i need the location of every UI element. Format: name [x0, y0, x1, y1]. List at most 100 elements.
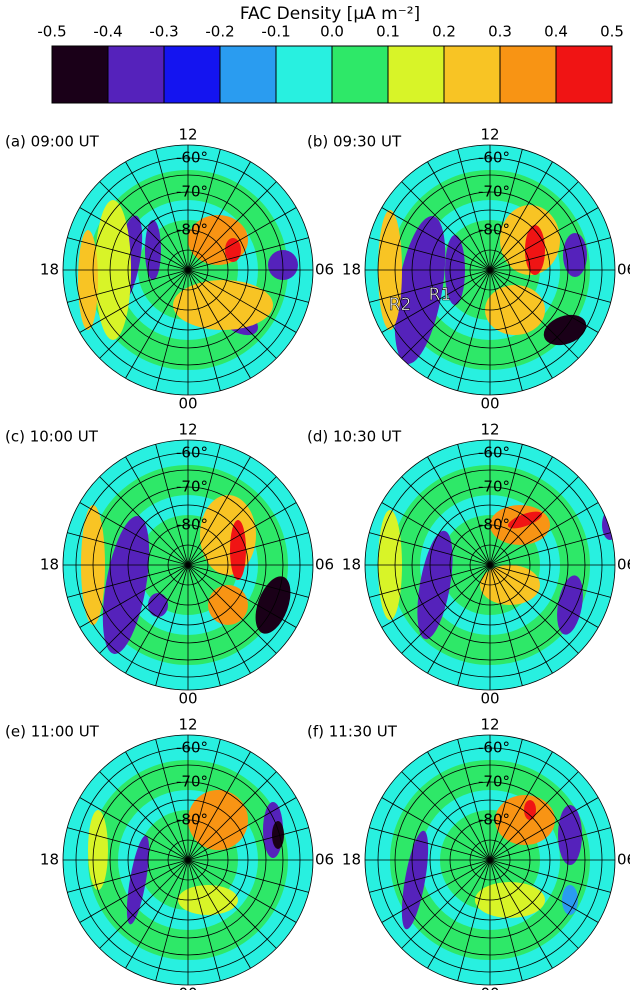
- mlt-label: 12: [178, 421, 197, 439]
- meridian: [67, 827, 189, 861]
- map-blob: [78, 230, 98, 330]
- meridian: [489, 771, 579, 861]
- meridian: [79, 207, 189, 271]
- latitude-circle: [449, 229, 531, 311]
- latitude-circle: [62, 734, 314, 986]
- meridian: [489, 502, 599, 566]
- latitude-label: -60°: [176, 739, 208, 757]
- meridian: [369, 859, 491, 893]
- meridian: [489, 532, 611, 566]
- meridian: [489, 739, 523, 861]
- meridian: [187, 859, 309, 893]
- latitude-label: -70°: [176, 773, 208, 791]
- mlt-label: 12: [480, 421, 499, 439]
- meridian: [187, 456, 251, 566]
- latitude-circle: [394, 174, 586, 366]
- meridian: [489, 476, 579, 566]
- meridian: [187, 476, 277, 566]
- meridian: [187, 859, 251, 969]
- meridian: [79, 797, 189, 861]
- meridian: [79, 564, 189, 628]
- colorbar-cell: [219, 45, 277, 104]
- colorbar-cell: [107, 45, 165, 104]
- polar-panel: (f) 11:30 UT 12 00 18 06 -60° -70° -80°: [307, 716, 630, 994]
- meridian: [187, 564, 277, 654]
- meridian: [187, 269, 309, 303]
- mlt-label: 06: [315, 261, 334, 279]
- meridian: [457, 149, 491, 271]
- meridian: [187, 564, 297, 628]
- meridian: [369, 532, 491, 566]
- meridian: [155, 149, 189, 271]
- meridian: [489, 797, 599, 861]
- meridian: [187, 207, 297, 271]
- mlt-label: 18: [342, 261, 361, 279]
- meridian: [187, 237, 309, 271]
- meridian: [489, 269, 553, 379]
- latitude-circle: [62, 144, 314, 396]
- latitude-circle: [109, 191, 267, 349]
- meridian: [489, 564, 523, 686]
- meridian: [187, 444, 221, 566]
- latitude-label: -60°: [478, 444, 510, 462]
- colorbar-tick-label: 0.4: [544, 23, 568, 41]
- latitude-circle: [127, 504, 249, 626]
- meridian: [187, 269, 221, 391]
- colorbar-cell: [331, 45, 389, 104]
- mlt-label: 00: [178, 395, 197, 413]
- meridian: [457, 739, 491, 861]
- meridian: [79, 502, 189, 566]
- mlt-label: 18: [40, 261, 59, 279]
- latitude-circle: [469, 544, 511, 586]
- meridian: [187, 149, 221, 271]
- meridian: [155, 859, 189, 981]
- polar-panel: (d) 10:30 UT 12 00 18 06 -60° -70° -80°: [307, 421, 630, 708]
- latitude-circle: [127, 209, 249, 331]
- map-blob: [475, 882, 545, 918]
- meridian: [381, 269, 491, 333]
- latitude-circle: [469, 839, 511, 881]
- meridian: [381, 797, 491, 861]
- colorbar-tick-label: 0.5: [600, 23, 624, 41]
- polar-panel: (b) 09:30 UT 12 00 18 06 -60° -70° -80° R2 R1: [307, 126, 630, 413]
- latitude-label: -60°: [176, 444, 208, 462]
- meridian: [489, 564, 599, 628]
- mlt-label: 12: [480, 716, 499, 734]
- meridian: [155, 739, 189, 861]
- meridian: [489, 564, 553, 674]
- latitude-label: -70°: [478, 478, 510, 496]
- colorbar-tick-label: -0.4: [93, 23, 122, 41]
- mlt-label: 06: [617, 556, 630, 574]
- meridian: [489, 859, 553, 969]
- mlt-label: 18: [40, 556, 59, 574]
- meridian: [489, 149, 523, 271]
- meridian: [187, 797, 297, 861]
- latitude-circle: [167, 839, 209, 881]
- map-blob: [417, 530, 453, 640]
- meridian: [457, 269, 491, 391]
- latitude-circle: [62, 439, 314, 691]
- meridian: [187, 564, 251, 674]
- latitude-circle: [92, 174, 284, 366]
- mlt-label: 06: [315, 556, 334, 574]
- map-blob: [495, 795, 555, 845]
- map-blob: [88, 810, 108, 890]
- latitude-circle: [411, 781, 569, 939]
- meridian: [401, 564, 491, 654]
- meridian: [489, 564, 579, 654]
- map-blob: [562, 885, 578, 915]
- meridian: [427, 161, 491, 271]
- latitude-circle: [449, 819, 531, 901]
- colorbar-cell: [51, 45, 109, 104]
- panel-label: (f) 11:30 UT: [307, 723, 398, 741]
- meridian: [401, 771, 491, 861]
- latitude-label: -80°: [176, 811, 208, 829]
- colorbar-cell: [443, 45, 501, 104]
- latitude-circle: [147, 819, 229, 901]
- polar-panel: (e) 11:00 UT 12 00 18 06 -60° -70° -80°: [5, 716, 334, 994]
- mlt-label: 12: [178, 716, 197, 734]
- mlt-label: 00: [480, 690, 499, 708]
- colorbar-cell: [275, 45, 333, 104]
- latitude-circle: [109, 781, 267, 939]
- meridian: [489, 859, 523, 981]
